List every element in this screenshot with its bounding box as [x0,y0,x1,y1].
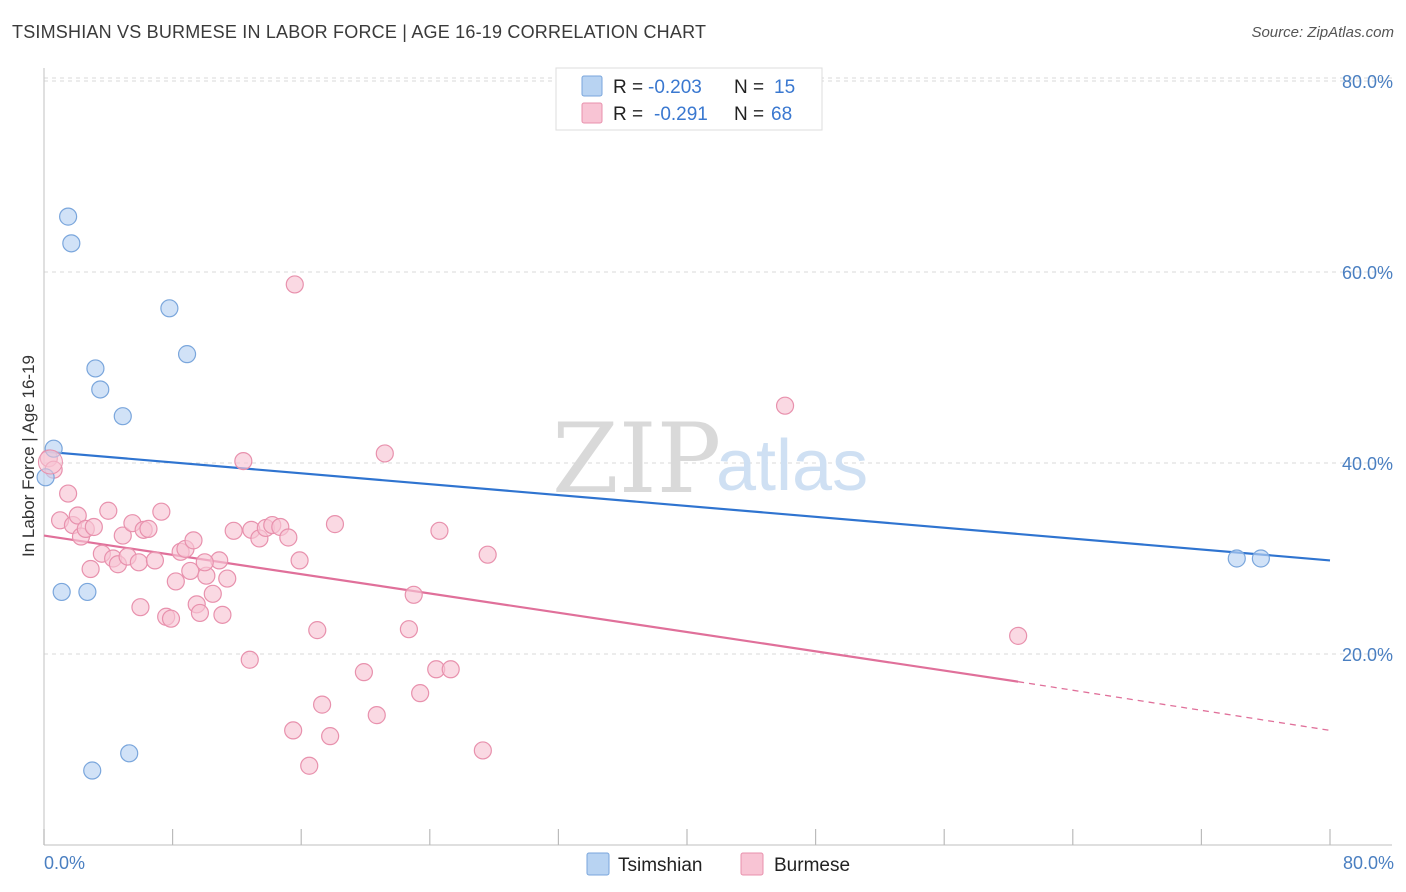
burmese-point [279,528,298,547]
legend-n-label-tsimshian: N = [734,77,764,98]
legend-r-label-burmese: R = [613,104,643,125]
burmese-point [152,502,171,521]
burmese-point [68,506,87,525]
y-tick-label: 80.0% [1342,72,1393,92]
burmese-point [411,684,430,703]
burmese-point [300,756,319,775]
burmese-point [190,603,210,623]
tsimshian-point [86,359,105,378]
tsimshian-point [78,582,97,602]
burmese-point [166,572,185,591]
legend-n-label-burmese: N = [734,104,764,125]
legend-r-label-tsimshian: R = [613,77,643,98]
y-tick-label: 20.0% [1342,645,1393,665]
legend-n-value-burmese: 68 [771,104,792,125]
burmese-point [325,515,345,534]
burmese-point [131,598,150,617]
legend-n-value-tsimshian: 15 [774,77,795,98]
burmese-point [81,559,100,579]
burmese-point [129,553,148,572]
burmese-point [1009,626,1028,645]
burmese-point [234,451,253,471]
burmese-point [224,521,243,540]
tsimshian-point [1251,549,1270,568]
burmese-point [99,501,118,520]
burmese-point [285,275,304,294]
burmese-point [218,569,237,588]
tsimshian-point [59,207,78,226]
watermark-zip: ZIP [552,403,721,515]
chart-title: TSIMSHIAN VS BURMESE IN LABOR FORCE | AG… [12,22,707,42]
burmese-point [441,660,460,679]
tsimshian-point [120,744,139,763]
burmese-point [367,706,386,725]
chart-source: Source: ZipAtlas.com [1251,24,1394,41]
legend-r-value-burmese: -0.291 [654,104,708,125]
burmese-point [354,663,373,682]
tsimshian-point [1227,549,1246,568]
burmese-point [308,621,327,640]
x-tick-label-min: 0.0% [44,853,85,873]
series-legend-label-tsimshian: Tsimshian [618,855,702,876]
burmese-point [37,449,63,475]
tsimshian-point [52,582,71,602]
x-tick-label-max: 80.0% [1343,853,1394,873]
burmese-point [195,553,214,572]
burmese-point [775,396,795,415]
ticks-layer: 20.0% 40.0% 60.0% 80.0% [43,72,1393,845]
burmese-point [399,620,419,639]
legend-r-value-tsimshian: -0.203 [648,77,702,98]
series-legend: Tsimshian Burmese [586,852,850,876]
tsimshian-point [91,380,110,399]
burmese-point [321,727,340,746]
correlation-legend: R = -0.203 N = 15 R = -0.291 N = 68 [555,67,823,131]
burmese-point [284,721,303,740]
points-layer [36,207,1270,780]
burmese-point [213,605,232,624]
burmese-point [240,650,259,669]
burmese-point [139,519,158,538]
burmese-point [375,444,394,463]
burmese-point [478,545,497,564]
burmese-point [184,531,203,550]
burmese-point [430,521,449,540]
burmese-point [203,584,222,603]
burmese-point [473,741,492,760]
burmese-point [404,585,423,604]
burmese-point [113,526,132,545]
burmese-point [312,695,332,714]
y-tick-label: 40.0% [1342,454,1393,474]
burmese-point [59,484,78,503]
burmese-point [290,551,309,570]
burmese-point [145,551,165,570]
burmese-trend-line-extrapolated [1018,681,1331,732]
grid-layer [44,77,1392,655]
y-tick-label: 60.0% [1342,263,1393,283]
series-legend-label-burmese: Burmese [774,855,850,876]
series-legend-swatch-burmese [740,852,764,876]
tsimshian-point [83,761,102,780]
legend-swatch-burmese [581,102,603,124]
watermark-atlas: atlas [716,426,868,506]
tsimshian-point [160,299,179,318]
tsimshian-point [113,407,132,426]
burmese-point [84,517,103,537]
legend-swatch-tsimshian [581,75,603,97]
tsimshian-trend-line [43,450,1331,562]
tsimshian-point [177,345,197,364]
burmese-point [161,609,181,628]
series-legend-swatch-tsimshian [586,852,610,876]
y-axis-label: In Labor Force | Age 16-19 [19,355,38,557]
tsimshian-point [62,234,81,253]
